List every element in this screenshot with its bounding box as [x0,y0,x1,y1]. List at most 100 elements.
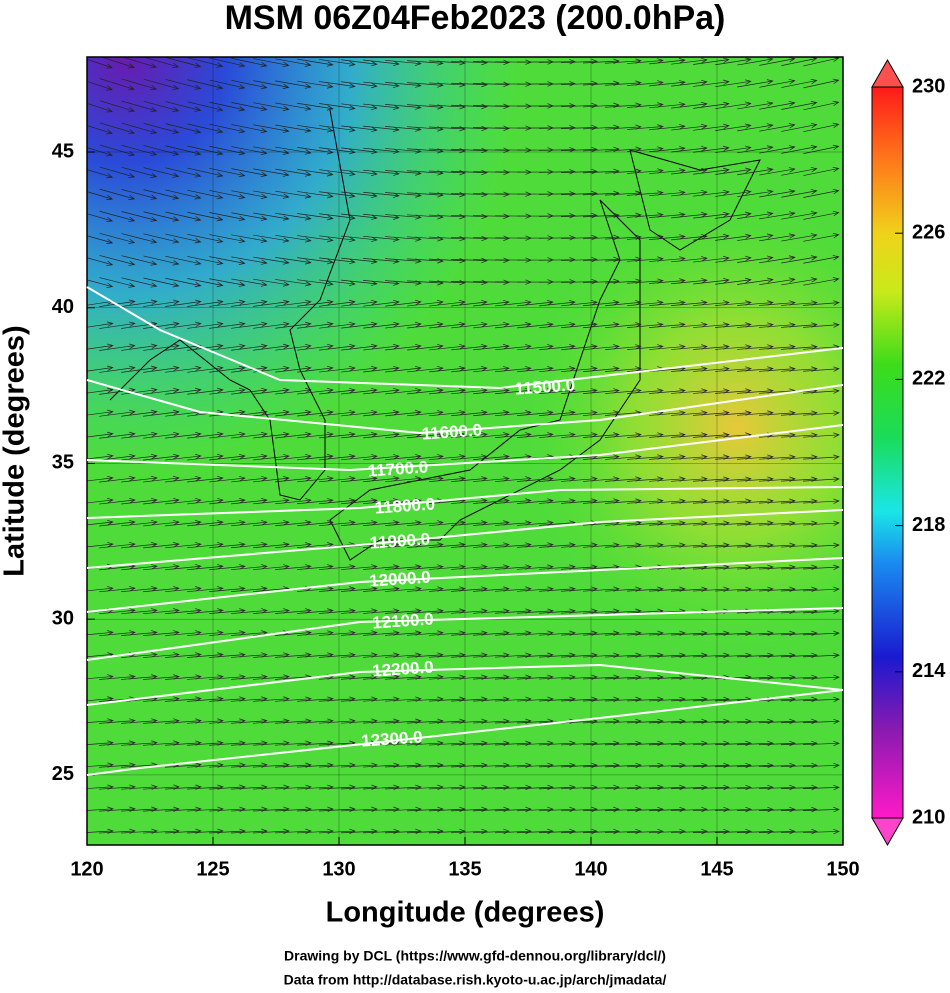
wind-arrow [759,630,796,637]
wind-arrow [605,762,642,769]
wind-arrow [87,365,114,372]
wind-arrow [627,344,664,350]
x-tick-label: 150 [826,858,859,880]
wind-arrow [297,828,334,834]
wind-arrow [121,299,158,307]
wind-arrow [99,100,136,113]
wind-arrow [671,190,708,197]
wind-arrow [187,123,224,134]
wind-arrow [670,828,708,835]
wind-arrow [385,454,422,461]
wind-arrow [363,520,400,526]
contour-label: 12300.0 [361,727,424,750]
wind-arrow [671,123,708,131]
colorbar-tick-label: 210 [912,806,945,828]
wind-arrow [275,476,312,483]
wind-arrow [693,784,730,791]
wind-arrow [758,806,796,813]
contour-label: 11800.0 [374,494,436,517]
wind-arrow [231,828,268,834]
wind-arrow [275,124,312,133]
wind-arrow [209,101,246,112]
wind-arrow [87,431,114,438]
wind-arrow [649,80,686,87]
wind-arrow [605,740,642,747]
wind-arrow [297,213,334,221]
wind-arrow [495,322,532,329]
wind-arrow [275,212,312,221]
wind-arrow [385,520,422,526]
wind-arrow [121,343,158,351]
wind-arrow [583,344,620,351]
wind-arrow [737,740,774,747]
wind-arrow [231,299,268,307]
wind-arrow [473,410,510,417]
wind-arrow [759,123,796,132]
wind-arrow [758,784,796,791]
wind-arrow [605,344,642,350]
wind-arrow [759,189,796,198]
wind-arrow [187,498,224,505]
wind-arrow [341,279,378,286]
wind-arrow [297,498,334,505]
wind-arrow [275,299,312,307]
wind-arrow [275,168,312,177]
wind-arrow [275,321,312,329]
wind-arrow [517,806,554,813]
wind-arrow [649,234,686,240]
wind-arrow [87,257,114,266]
contour-label: 11700.0 [367,457,429,480]
wind-arrow [319,409,356,417]
wind-arrow [495,740,532,746]
wind-arrow [165,321,202,329]
wind-arrow [165,167,202,178]
wind-arrow [539,366,576,373]
colorbar-tick-label: 222 [912,368,945,390]
wind-arrow [297,409,334,417]
credit: Data from http://database.rish.kyoto-u.a… [284,972,667,988]
wind-arrow [165,475,202,483]
wind-arrow [450,235,488,242]
wind-arrow [143,211,180,222]
wind-arrow [627,58,664,64]
wind-arrow [99,277,136,288]
wind-arrow [781,652,818,659]
wind-arrow [473,344,510,351]
wind-arrow [407,806,444,813]
wind-arrow [627,80,664,86]
wind-arrow [231,234,268,243]
wind-arrow [781,277,818,286]
wind-arrow [473,806,510,813]
wind-arrow [649,102,686,109]
wind-arrow [451,784,488,791]
wind-arrow [385,343,422,351]
wind-arrow [715,211,752,219]
wind-arrow [99,431,136,439]
wind-arrow [143,431,180,439]
wind-arrow [231,542,268,549]
wind-arrow [363,81,400,89]
wind-arrow [737,674,774,681]
wind-arrow [472,103,510,109]
wind-arrow [802,762,840,769]
x-tick-label: 135 [448,858,481,880]
wind-arrow [759,211,796,220]
wind-arrow [693,57,730,65]
wind-arrow [319,81,356,89]
wind-arrow [781,255,818,264]
wind-arrow [275,279,312,287]
wind-field [87,57,840,835]
wind-arrow [781,718,818,725]
wind-arrow [121,564,158,571]
wind-arrow [275,387,312,395]
wind-arrow [495,762,532,769]
wind-arrow [649,300,686,307]
wind-arrow [297,279,334,287]
wind-arrow [209,431,246,439]
wind-arrow [87,191,114,201]
wind-arrow [715,145,752,153]
wind-arrow [99,497,136,505]
wind-arrow [87,630,114,636]
wind-arrow [715,167,752,175]
wind-arrow [209,167,246,178]
